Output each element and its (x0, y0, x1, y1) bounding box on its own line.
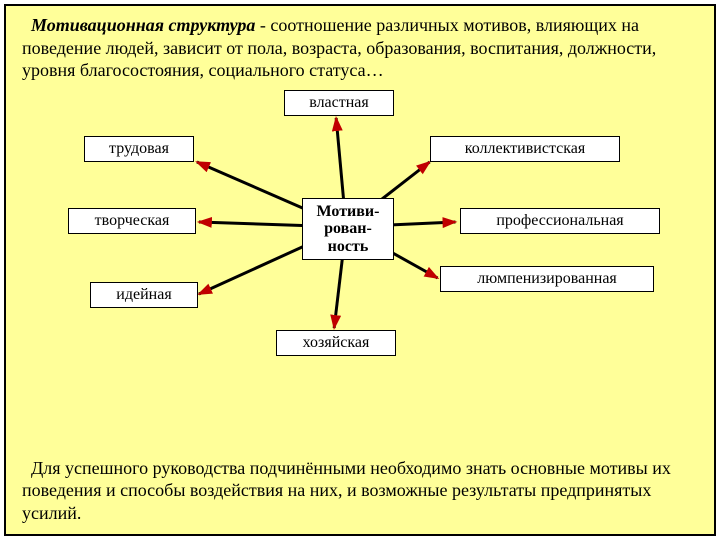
node-kollekt: коллективистская (430, 136, 620, 162)
node-prof: профессиональная (460, 208, 660, 234)
outro-text: Для успешного руководства подчинёнными н… (22, 458, 671, 523)
node-vlast: властная (284, 90, 394, 116)
node-lump: люмпенизированная (440, 266, 654, 292)
node-tvorch: творческая (68, 208, 196, 234)
diagram-area: Мотиви-рован-ность властная трудовая колле… (22, 90, 698, 370)
node-trud: трудовая (84, 136, 194, 162)
intro-term: Мотивационная структура (31, 15, 255, 35)
node-hoz: хозяйская (276, 330, 396, 356)
outro-paragraph: Для успешного руководства подчинёнными н… (22, 457, 698, 525)
center-label: Мотиви-рован-ность (317, 203, 380, 255)
intro-paragraph: Мотивационная структура - соотношение ра… (22, 14, 698, 82)
node-idein: идейная (90, 282, 198, 308)
slide: Мотивационная структура - соотношение ра… (4, 4, 716, 536)
center-node: Мотиви-рован-ность (302, 198, 394, 261)
